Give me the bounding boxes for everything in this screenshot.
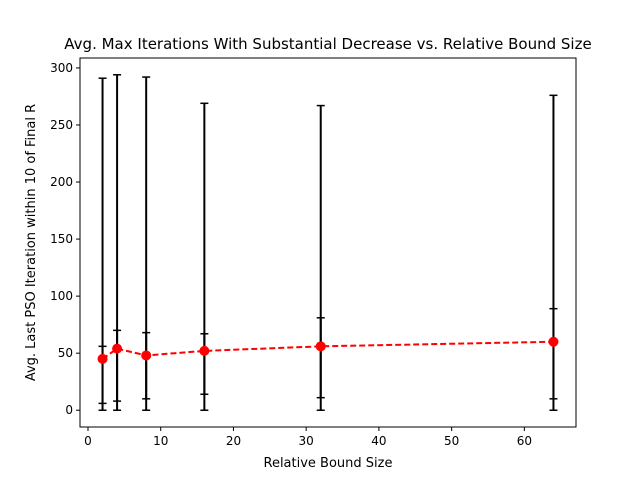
- x-tick-label: 50: [444, 434, 459, 448]
- x-axis-label: Relative Bound Size: [264, 456, 393, 471]
- data-point: [141, 350, 152, 361]
- data-point: [199, 345, 210, 356]
- x-tick-label: 60: [517, 434, 532, 448]
- y-tick-label: 250: [50, 118, 73, 132]
- x-tick-label: 0: [84, 434, 92, 448]
- x-tick-label: 20: [226, 434, 241, 448]
- data-point: [548, 336, 559, 347]
- series-layer: [97, 336, 559, 364]
- ticks-layer: 0 10 20 30 40 50 60 0 50 100 150 200 250 300: [50, 61, 532, 448]
- errorbar-layer: [98, 74, 558, 411]
- series-line: [101, 340, 554, 360]
- data-point: [97, 353, 108, 364]
- data-point: [112, 343, 123, 354]
- data-point: [315, 341, 326, 352]
- y-tick-label: 50: [58, 346, 73, 360]
- y-tick-label: 0: [65, 403, 73, 417]
- y-axis-label: Avg. Last PSO Iteration within 10 of Fin…: [24, 104, 39, 381]
- y-tick-label: 200: [50, 175, 73, 189]
- x-tick-label: 40: [371, 434, 386, 448]
- y-tick-label: 300: [50, 61, 73, 75]
- chart-title: Avg. Max Iterations With Substantial Dec…: [64, 35, 591, 53]
- y-tick-label: 100: [50, 289, 73, 303]
- plot-frame: [79, 57, 577, 428]
- x-tick-label: 10: [153, 434, 168, 448]
- y-tick-label: 150: [50, 232, 73, 246]
- x-tick-label: 30: [299, 434, 314, 448]
